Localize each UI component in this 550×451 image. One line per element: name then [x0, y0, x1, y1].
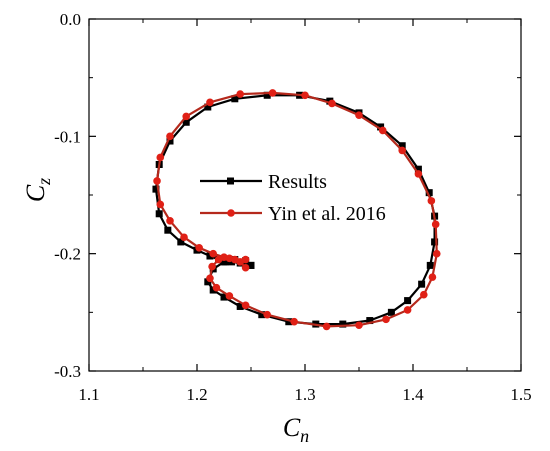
- x-tick-label: 1.2: [186, 385, 207, 404]
- y-axis-title-sub: z: [34, 178, 54, 186]
- data-point-circle: [355, 111, 363, 120]
- data-point-circle: [212, 283, 221, 292]
- data-point-circle: [241, 263, 250, 272]
- data-point-square: [204, 278, 212, 286]
- data-point-square: [258, 311, 266, 319]
- y-tick-label: -0.1: [54, 127, 81, 146]
- y-axis-title-main: C: [21, 184, 50, 202]
- data-point-circle: [428, 273, 437, 281]
- data-point-circle: [414, 170, 423, 178]
- data-point-square: [366, 317, 374, 325]
- series-layer: [152, 89, 441, 331]
- data-point-square: [221, 258, 229, 266]
- data-point-circle: [225, 292, 234, 300]
- legend-label: Results: [268, 171, 327, 193]
- legend-entry: Yin et al. 2016: [200, 203, 386, 225]
- x-axis-title: Cn: [283, 413, 309, 446]
- data-point-circle: [382, 315, 390, 324]
- legend: Results Yin et al. 2016: [200, 171, 386, 225]
- data-point-square: [220, 293, 228, 301]
- data-point-square: [414, 165, 422, 173]
- data-point-circle: [420, 290, 428, 299]
- data-point-circle: [241, 255, 250, 264]
- data-point-circle: [432, 249, 441, 258]
- data-point-circle: [403, 306, 412, 314]
- data-point-square: [228, 258, 236, 266]
- data-point-circle: [206, 274, 214, 283]
- plot-area-frame: [88, 18, 522, 372]
- data-point-square: [204, 103, 212, 111]
- data-point-circle: [166, 132, 174, 141]
- data-point-square: [377, 123, 385, 131]
- data-point-circle: [241, 301, 250, 310]
- data-point-circle: [182, 112, 190, 121]
- data-point-square: [236, 302, 244, 310]
- data-point-circle: [209, 249, 217, 258]
- data-point-circle: [301, 91, 309, 100]
- data-point-circle: [206, 98, 214, 107]
- data-point-square: [166, 137, 174, 145]
- data-point-circle: [236, 90, 244, 98]
- data-point-square: [155, 210, 163, 218]
- legend-entry: Results: [200, 171, 327, 193]
- data-point-square: [285, 318, 293, 326]
- data-point-square: [209, 286, 217, 294]
- data-point-circle: [328, 99, 336, 108]
- data-point-square: [426, 261, 434, 269]
- data-point-circle: [263, 310, 272, 319]
- y-tick-label: -0.3: [54, 362, 81, 381]
- data-point-circle: [378, 126, 387, 135]
- data-point-circle: [166, 217, 174, 225]
- data-point-square: [431, 238, 439, 246]
- y-axis-title: Cz: [21, 178, 54, 202]
- data-point-square: [247, 261, 255, 269]
- y-tick-label: 0.0: [60, 10, 81, 29]
- x-tick-label: 1.3: [294, 385, 315, 404]
- data-point-circle: [208, 262, 216, 271]
- data-point-square: [206, 252, 214, 260]
- data-point-circle: [355, 321, 363, 330]
- legend-label: Yin et al. 2016: [268, 203, 386, 225]
- legend-marker-circle: [227, 209, 235, 217]
- tick-labels: 1.1 1.2 1.3 1.4 1.5 0.0 -0.1 -0.2 -0.3: [54, 10, 532, 404]
- x-tick-label: 1.4: [402, 385, 424, 404]
- data-point-square: [339, 320, 347, 328]
- x-axis-title-sub: n: [300, 426, 309, 446]
- data-point-square: [387, 308, 395, 316]
- data-point-square: [152, 185, 160, 193]
- data-point-circle: [156, 153, 165, 162]
- data-point-circle: [268, 89, 277, 97]
- data-point-square: [182, 118, 190, 126]
- series-yin-et-al-2016: [153, 89, 441, 331]
- data-point-square: [425, 189, 433, 197]
- data-point-circle: [220, 253, 228, 261]
- data-point-circle: [398, 146, 407, 155]
- data-point-circle: [322, 322, 331, 331]
- axis-ticks: [88, 18, 522, 372]
- data-point-square: [398, 142, 406, 150]
- data-point-circle: [290, 317, 299, 326]
- legend-marker-square: [227, 177, 234, 185]
- x-tick-label: 1.5: [510, 385, 531, 404]
- data-point-circle: [156, 200, 165, 209]
- data-point-circle: [195, 244, 203, 252]
- data-point-square: [231, 95, 239, 103]
- data-point-circle: [427, 197, 436, 205]
- y-tick-label: -0.2: [54, 245, 81, 264]
- data-point-square: [177, 238, 185, 246]
- data-point-square: [164, 226, 172, 234]
- data-point-circle: [231, 255, 239, 264]
- data-point-circle: [180, 233, 188, 242]
- data-point-square: [263, 91, 271, 99]
- x-axis-title-main: C: [283, 413, 301, 442]
- x-tick-label: 1.1: [78, 385, 99, 404]
- data-point-circle: [431, 220, 440, 229]
- data-point-square: [418, 280, 426, 288]
- data-point-square: [404, 297, 412, 305]
- data-point-circle: [153, 177, 161, 185]
